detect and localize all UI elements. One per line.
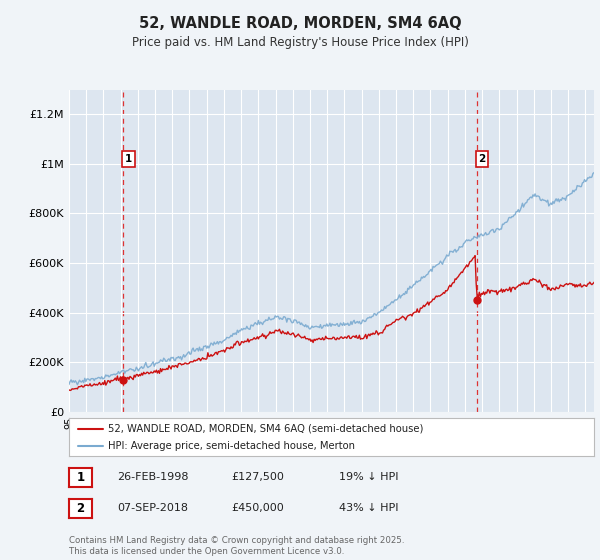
- Text: Contains HM Land Registry data © Crown copyright and database right 2025.
This d: Contains HM Land Registry data © Crown c…: [69, 536, 404, 556]
- Text: Price paid vs. HM Land Registry's House Price Index (HPI): Price paid vs. HM Land Registry's House …: [131, 36, 469, 49]
- Text: 43% ↓ HPI: 43% ↓ HPI: [339, 503, 398, 513]
- Text: 1: 1: [76, 471, 85, 484]
- Text: 1: 1: [125, 154, 132, 164]
- Text: 52, WANDLE ROAD, MORDEN, SM4 6AQ: 52, WANDLE ROAD, MORDEN, SM4 6AQ: [139, 16, 461, 31]
- Text: £127,500: £127,500: [231, 472, 284, 482]
- Text: 26-FEB-1998: 26-FEB-1998: [117, 472, 188, 482]
- Text: 19% ↓ HPI: 19% ↓ HPI: [339, 472, 398, 482]
- Text: 07-SEP-2018: 07-SEP-2018: [117, 503, 188, 513]
- Text: HPI: Average price, semi-detached house, Merton: HPI: Average price, semi-detached house,…: [109, 441, 355, 451]
- Text: 2: 2: [76, 502, 85, 515]
- Text: 2: 2: [478, 154, 485, 164]
- Text: 52, WANDLE ROAD, MORDEN, SM4 6AQ (semi-detached house): 52, WANDLE ROAD, MORDEN, SM4 6AQ (semi-d…: [109, 423, 424, 433]
- Text: £450,000: £450,000: [231, 503, 284, 513]
